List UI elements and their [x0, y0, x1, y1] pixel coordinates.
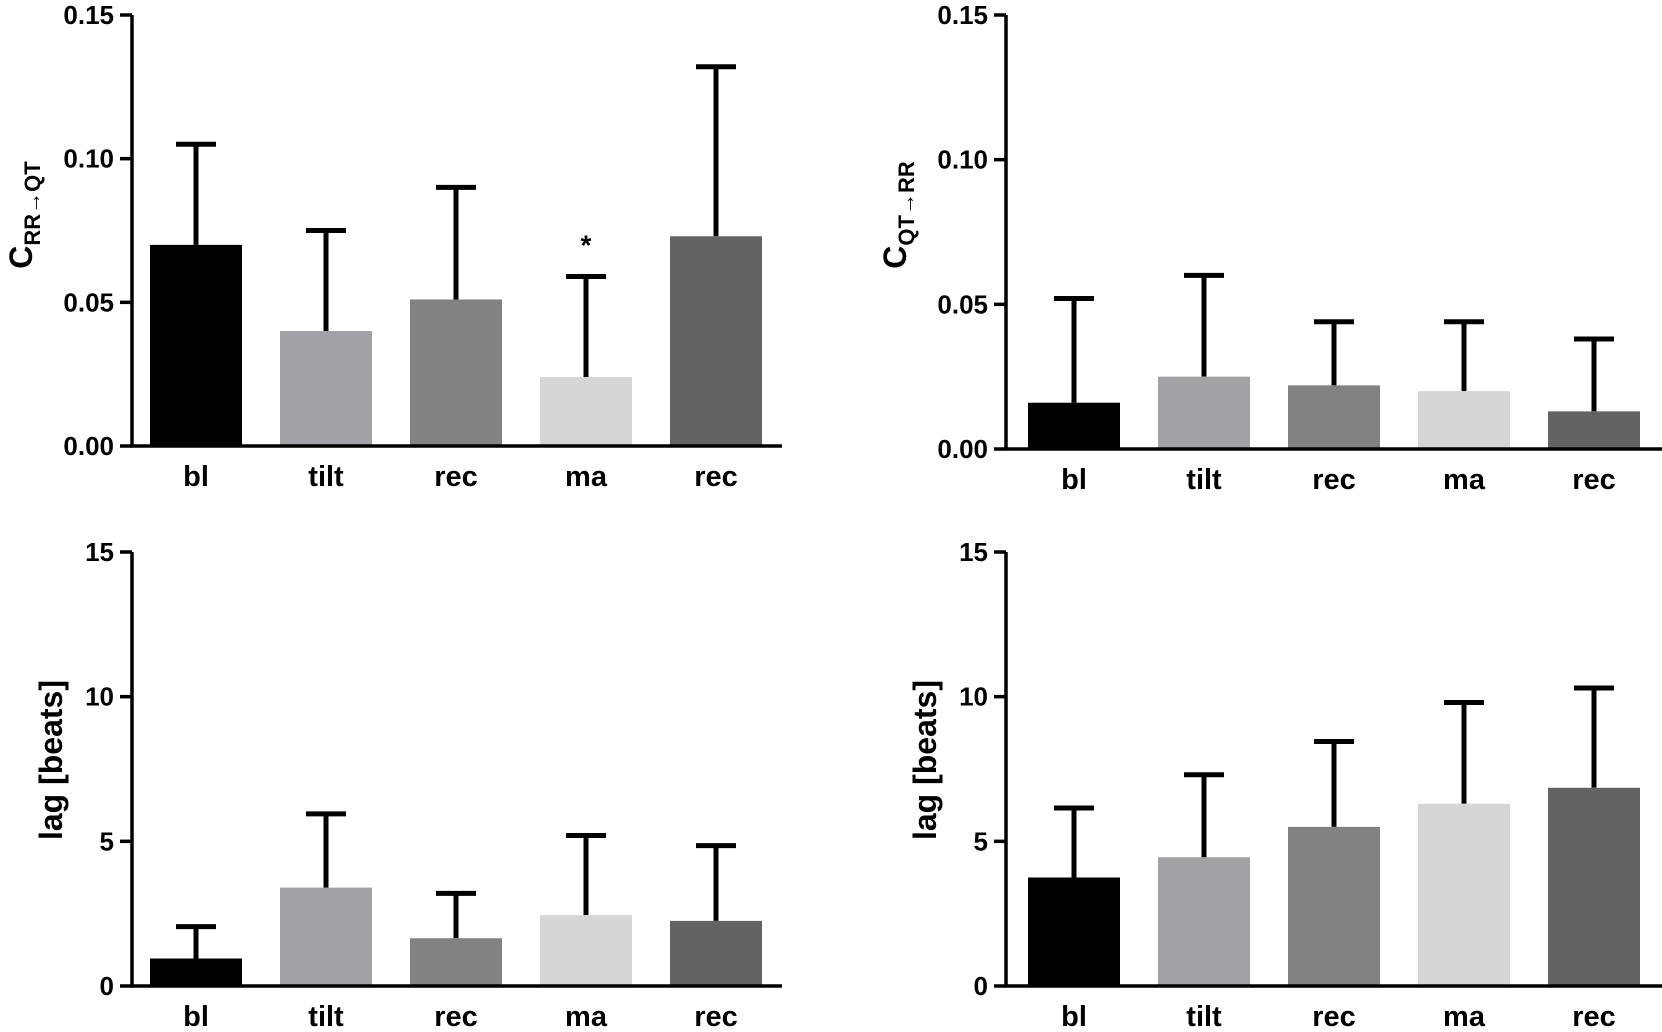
bar-tilt — [280, 331, 372, 446]
y-tick-label: 0.05 — [63, 287, 114, 317]
category-label: ma — [1443, 464, 1486, 496]
y-tick-label: 10 — [959, 682, 988, 712]
category-label: tilt — [1186, 1001, 1222, 1032]
category-label: rec — [694, 1001, 738, 1032]
bar-tilt — [280, 887, 372, 986]
y-tick-label: 10 — [85, 682, 114, 712]
category-label: rec — [1572, 464, 1616, 496]
chart-panel-top-right: bl tilt rec ma rec 0.00 0.05 0.10 0.15 CQT→RR — [877, 0, 1662, 496]
bar-ma — [540, 377, 632, 446]
chart-panel-bottom-left: bl tilt rec ma rec 0 5 10 15 lag [beats] — [33, 537, 782, 1032]
y-tick-label: 15 — [959, 537, 988, 567]
y-tick-label: 0 — [100, 971, 114, 1001]
category-label: tilt — [1186, 464, 1222, 496]
bar-rec — [1288, 385, 1380, 449]
bar-bl — [1028, 402, 1120, 449]
category-label: ma — [1443, 1001, 1486, 1032]
category-label: tilt — [308, 461, 344, 493]
category-label: ma — [565, 461, 608, 493]
bar-tilt — [1158, 857, 1250, 986]
chart-panel-top-left: bl tilt rec ma rec * 0.00 0.05 0.10 0.15 CRR→QT — [3, 0, 782, 493]
category-label: rec — [434, 461, 478, 493]
bar-rec — [1548, 411, 1640, 449]
bar-ma — [1418, 803, 1510, 986]
bar-rec — [1548, 787, 1640, 986]
bar-ma — [540, 915, 632, 986]
category-label: ma — [565, 1001, 608, 1032]
bar-rec — [1288, 826, 1380, 986]
y-tick-label: 0 — [974, 971, 988, 1001]
y-tick-label: 0.00 — [63, 431, 114, 461]
category-label: bl — [183, 1001, 209, 1032]
y-tick-label: 0.00 — [937, 434, 988, 464]
category-label: bl — [1061, 1001, 1087, 1032]
y-tick-label: 15 — [85, 537, 114, 567]
y-axis-label: lag [beats] — [33, 680, 69, 840]
y-axis-label: CQT→RR — [877, 161, 919, 269]
bar-bl — [1028, 877, 1120, 986]
y-tick-label: 5 — [100, 826, 114, 856]
category-label: rec — [1572, 1001, 1616, 1032]
y-axis-label: lag [beats] — [907, 680, 943, 840]
category-label: tilt — [308, 1001, 344, 1032]
bar-rec — [670, 920, 762, 986]
bar-tilt — [1158, 376, 1250, 449]
category-label: rec — [1312, 1001, 1356, 1032]
category-label: bl — [1061, 464, 1087, 496]
category-label: rec — [434, 1001, 478, 1032]
bar-rec — [410, 299, 502, 446]
y-tick-label: 0.10 — [937, 145, 988, 175]
y-tick-label: 5 — [974, 826, 988, 856]
y-tick-label: 0.10 — [63, 144, 114, 174]
y-axis-label: CRR→QT — [3, 161, 45, 269]
bar-bl — [150, 244, 242, 446]
y-tick-label: 0.05 — [937, 289, 988, 319]
category-label: bl — [183, 461, 209, 493]
y-tick-label: 0.15 — [937, 0, 988, 30]
chart-panel-bottom-right: bl tilt rec ma rec 0 5 10 15 lag [beats] — [907, 537, 1662, 1032]
bar-rec — [410, 938, 502, 986]
y-tick-label: 0.15 — [63, 0, 114, 30]
category-label: rec — [1312, 464, 1356, 496]
significance-marker: * — [581, 229, 592, 260]
bar-bl — [150, 958, 242, 986]
category-label: rec — [694, 461, 738, 493]
bar-ma — [1418, 391, 1510, 449]
bar-rec — [670, 236, 762, 446]
